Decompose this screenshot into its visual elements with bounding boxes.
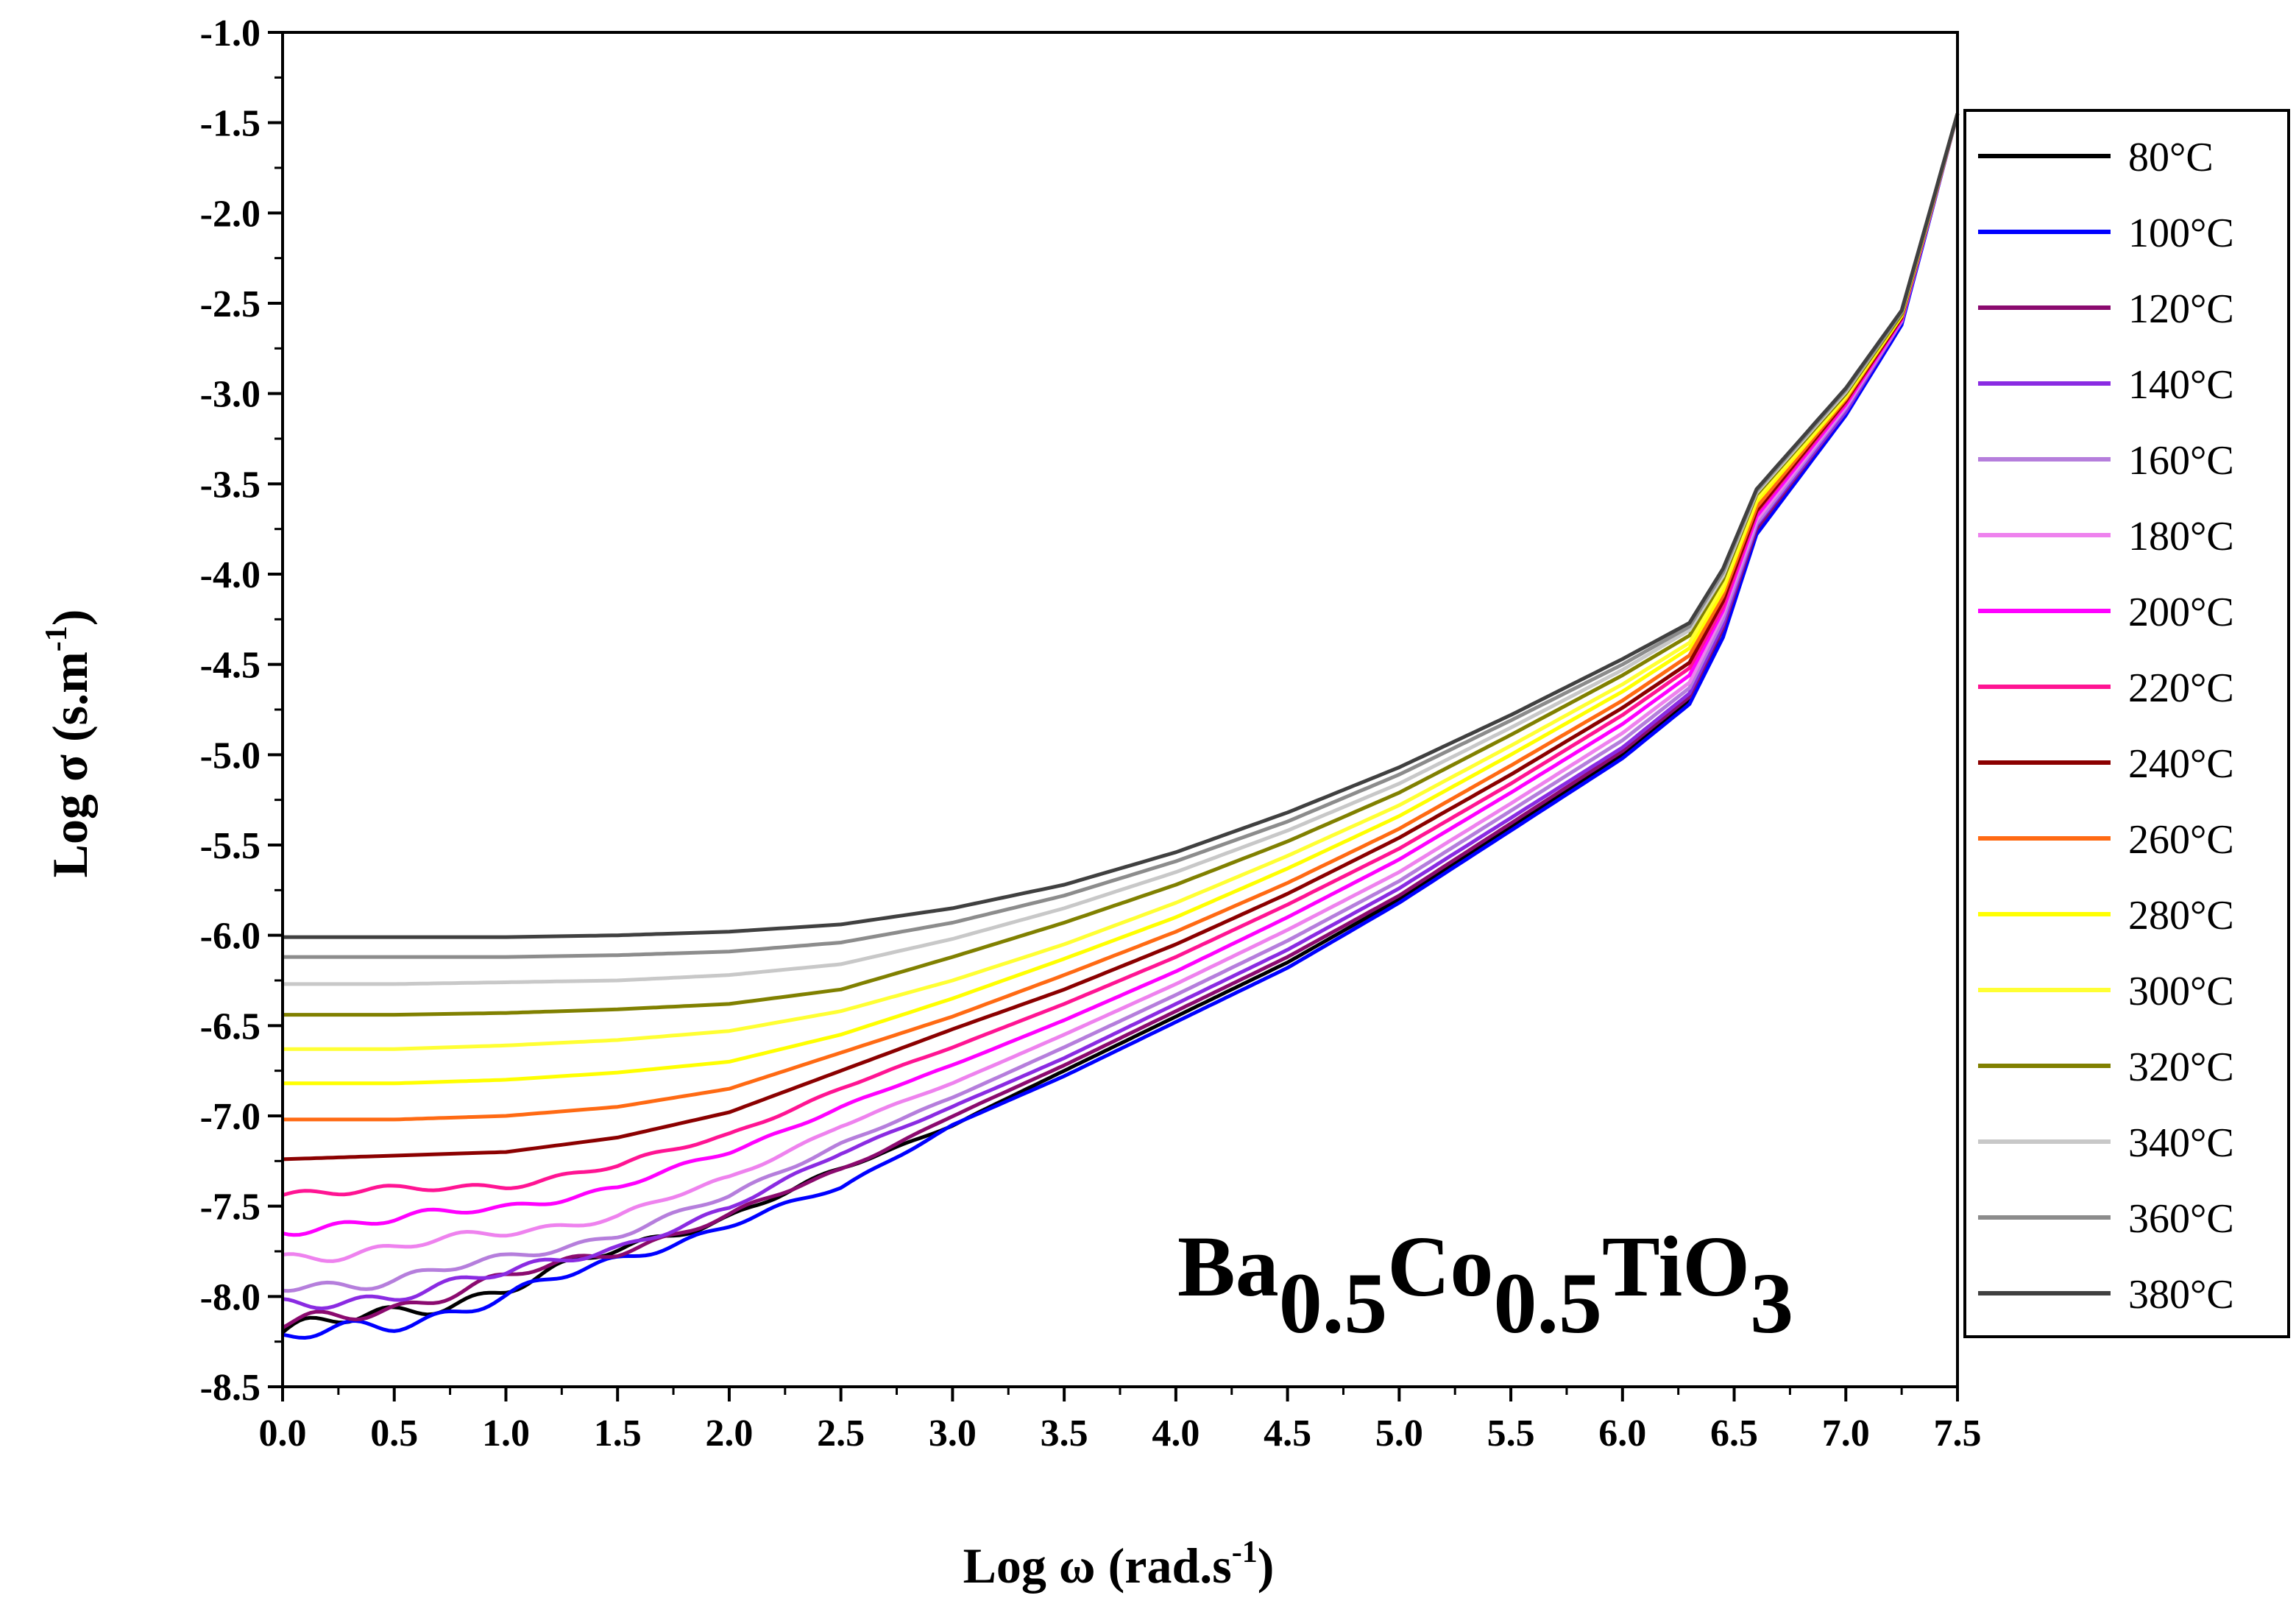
x-tick-label: 7.5 — [1934, 1413, 1982, 1454]
legend-items: 80°C 100°C 120°C 140°C 160°C 180°C 200°C 220°C 2… — [1978, 135, 2234, 1318]
legend-label: 320°C — [2128, 1044, 2234, 1090]
y-tick-label: -6.5 — [200, 1005, 261, 1047]
series-line — [283, 113, 1960, 959]
legend-label: 380°C — [2128, 1272, 2234, 1318]
legend-label: 140°C — [2128, 362, 2234, 408]
y-tick-label: -5.5 — [200, 825, 261, 867]
legend-label: 120°C — [2128, 286, 2234, 332]
series-line — [282, 113, 1960, 1237]
y-axis: -1.0 -1.5 -2.0 -2.5 -3.0 -3.5 -4.0 -4.5 -5.0 -5.5… — [200, 13, 283, 1409]
series-line — [283, 113, 1960, 1122]
x-tick-label: 6.0 — [1598, 1413, 1646, 1454]
x-tick-label: 3.0 — [929, 1413, 977, 1454]
x-tick-label: 2.0 — [705, 1413, 753, 1454]
series-line — [282, 113, 1960, 1263]
y-tick-label: -6.0 — [200, 916, 261, 958]
y-tick-label: -4.5 — [200, 645, 261, 687]
legend-label: 360°C — [2128, 1196, 2234, 1242]
y-tick-label: -2.5 — [200, 283, 261, 325]
y-tick-label: -5.0 — [200, 735, 261, 777]
series-line — [283, 113, 1960, 939]
x-tick-label: 4.0 — [1152, 1413, 1200, 1454]
series-line — [282, 113, 1960, 1198]
series-line — [282, 113, 1960, 1340]
y-tick-label: -7.0 — [200, 1096, 261, 1138]
legend-label: 220°C — [2128, 665, 2234, 711]
series-line — [283, 113, 1960, 1017]
legend-label: 160°C — [2128, 438, 2234, 484]
x-tick-label: 1.5 — [594, 1413, 642, 1454]
compound-formula: Ba0.5Co0.5TiO3 — [1177, 1218, 1793, 1351]
series-layer — [281, 113, 1960, 1340]
x-tick-label: 3.5 — [1041, 1413, 1088, 1454]
x-tick-label: 2.5 — [817, 1413, 865, 1454]
legend: 80°C 100°C 120°C 140°C 160°C 180°C 200°C 220°C 2… — [1963, 109, 2290, 1338]
y-tick-label: -8.0 — [200, 1276, 261, 1318]
legend-label: 240°C — [2128, 741, 2234, 787]
legend-label: 260°C — [2128, 817, 2234, 863]
series-line — [283, 113, 1960, 1086]
legend-label: 200°C — [2128, 590, 2234, 635]
y-tick-label: -3.5 — [200, 464, 261, 506]
x-tick-label: 5.0 — [1375, 1413, 1423, 1454]
legend-box — [1963, 109, 2290, 1338]
x-tick-label: 7.0 — [1822, 1413, 1870, 1454]
series-line — [282, 113, 1960, 1293]
y-tick-label: -2.0 — [200, 193, 261, 235]
y-tick-label: -3.0 — [200, 374, 261, 416]
y-tick-label: -1.5 — [200, 103, 261, 145]
y-tick-label: -1.0 — [200, 13, 261, 54]
x-tick-label: 4.5 — [1264, 1413, 1311, 1454]
series-line — [282, 113, 1960, 1162]
x-axis-title: Log ω (rad.s-1) — [963, 1535, 1275, 1594]
x-tick-label: 1.0 — [482, 1413, 530, 1454]
x-tick-label: 0.0 — [259, 1413, 307, 1454]
y-axis-title: Log σ (s.m-1) — [40, 609, 98, 878]
x-tick-label: 0.5 — [370, 1413, 418, 1454]
legend-label: 180°C — [2128, 514, 2234, 559]
y-tick-label: -7.5 — [200, 1187, 261, 1229]
legend-label: 300°C — [2128, 969, 2234, 1014]
y-tick-label: -4.0 — [200, 554, 261, 596]
legend-label: 80°C — [2128, 135, 2214, 180]
series-line — [283, 113, 1960, 1051]
series-line — [283, 113, 1960, 986]
y-tick-label: -8.5 — [200, 1367, 261, 1409]
x-axis: 0.0 0.5 1.0 1.5 2.0 2.5 3.0 3.5 4.0 4.5 5.0 5.5 6.0 6… — [259, 1387, 1982, 1454]
legend-label: 280°C — [2128, 893, 2234, 938]
legend-label: 100°C — [2128, 211, 2234, 256]
legend-label: 340°C — [2128, 1120, 2234, 1166]
series-line — [282, 113, 1960, 1311]
x-tick-label: 6.5 — [1710, 1413, 1758, 1454]
x-tick-label: 5.5 — [1487, 1413, 1535, 1454]
